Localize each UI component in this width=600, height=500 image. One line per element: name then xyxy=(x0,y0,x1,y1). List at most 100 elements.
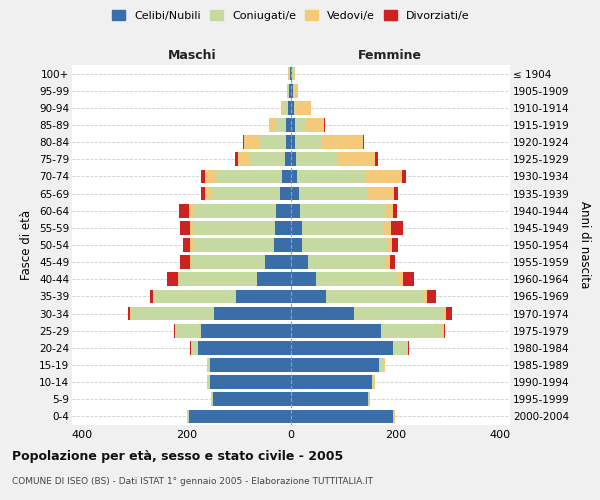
Bar xyxy=(316,272,398,286)
Bar xyxy=(193,204,277,218)
Bar xyxy=(289,66,290,80)
Bar xyxy=(189,204,193,218)
Bar xyxy=(398,272,403,286)
Bar xyxy=(265,256,291,269)
Bar xyxy=(291,272,316,286)
Bar xyxy=(363,136,364,149)
Bar xyxy=(289,101,291,114)
Bar xyxy=(372,376,374,389)
Bar xyxy=(153,290,154,304)
Bar xyxy=(305,118,325,132)
Bar xyxy=(181,256,190,269)
Bar xyxy=(291,152,296,166)
Bar xyxy=(296,152,338,166)
Bar xyxy=(392,410,394,424)
Bar xyxy=(291,290,326,304)
Bar xyxy=(131,306,214,320)
Text: Popolazione per età, sesso e stato civile - 2005: Popolazione per età, sesso e stato civil… xyxy=(12,450,343,463)
Bar xyxy=(173,324,175,338)
Bar xyxy=(376,152,378,166)
Bar xyxy=(322,136,363,149)
Bar xyxy=(293,66,295,80)
Bar xyxy=(192,341,198,354)
Bar xyxy=(210,376,291,389)
Bar xyxy=(205,170,217,183)
Bar xyxy=(366,170,401,183)
Bar xyxy=(188,410,190,424)
Bar xyxy=(387,238,392,252)
Bar xyxy=(444,324,445,338)
Bar xyxy=(291,66,292,80)
Bar xyxy=(291,376,372,389)
Text: Femmine: Femmine xyxy=(358,48,422,62)
Bar xyxy=(128,306,130,320)
Bar xyxy=(291,84,293,98)
Bar xyxy=(302,238,387,252)
Bar xyxy=(353,306,443,320)
Bar xyxy=(236,290,291,304)
Bar xyxy=(193,238,274,252)
Bar xyxy=(291,306,353,320)
Bar xyxy=(175,324,176,338)
Bar xyxy=(243,136,244,149)
Bar xyxy=(269,118,277,132)
Bar xyxy=(275,221,291,234)
Bar xyxy=(291,118,295,132)
Y-axis label: Fasce di età: Fasce di età xyxy=(20,210,34,280)
Bar xyxy=(295,136,322,149)
Bar xyxy=(178,272,180,286)
Bar xyxy=(192,256,265,269)
Bar xyxy=(150,290,153,304)
Bar xyxy=(390,256,395,269)
Text: COMUNE DI ISEO (BS) - Dati ISTAT 1° gennaio 2005 - Elaborazione TUTTITALIA.IT: COMUNE DI ISEO (BS) - Dati ISTAT 1° genn… xyxy=(12,478,373,486)
Bar xyxy=(277,118,286,132)
Bar xyxy=(295,118,305,132)
Bar xyxy=(190,256,192,269)
Bar xyxy=(217,170,281,183)
Bar xyxy=(392,204,397,218)
Bar xyxy=(210,358,291,372)
Bar xyxy=(291,186,299,200)
Bar xyxy=(235,152,238,166)
Bar xyxy=(259,136,286,149)
Bar xyxy=(296,101,311,114)
Bar xyxy=(176,324,202,338)
Bar xyxy=(193,221,275,234)
Bar xyxy=(293,101,296,114)
Bar xyxy=(293,84,294,98)
Bar xyxy=(249,152,285,166)
Bar xyxy=(424,290,427,304)
Bar xyxy=(281,101,283,114)
Bar xyxy=(179,204,189,218)
Bar xyxy=(392,341,407,354)
Bar xyxy=(190,410,291,424)
Bar xyxy=(368,392,370,406)
Bar xyxy=(291,324,380,338)
Y-axis label: Anni di nascita: Anni di nascita xyxy=(578,202,591,288)
Bar xyxy=(208,358,210,372)
Bar xyxy=(288,84,289,98)
Bar xyxy=(281,170,291,183)
Bar xyxy=(443,306,446,320)
Bar xyxy=(446,306,452,320)
Bar xyxy=(403,272,414,286)
Bar xyxy=(292,66,293,80)
Bar xyxy=(257,272,291,286)
Bar xyxy=(181,221,190,234)
Bar xyxy=(167,272,178,286)
Bar xyxy=(338,152,376,166)
Bar xyxy=(180,272,257,286)
Bar xyxy=(198,341,291,354)
Bar xyxy=(386,256,390,269)
Bar xyxy=(238,152,249,166)
Bar xyxy=(294,84,298,98)
Bar xyxy=(383,221,391,234)
Bar xyxy=(291,358,379,372)
Bar xyxy=(379,358,384,372)
Bar xyxy=(191,341,192,354)
Bar xyxy=(326,290,424,304)
Bar xyxy=(289,84,291,98)
Bar xyxy=(190,221,193,234)
Bar xyxy=(201,170,205,183)
Bar xyxy=(392,238,398,252)
